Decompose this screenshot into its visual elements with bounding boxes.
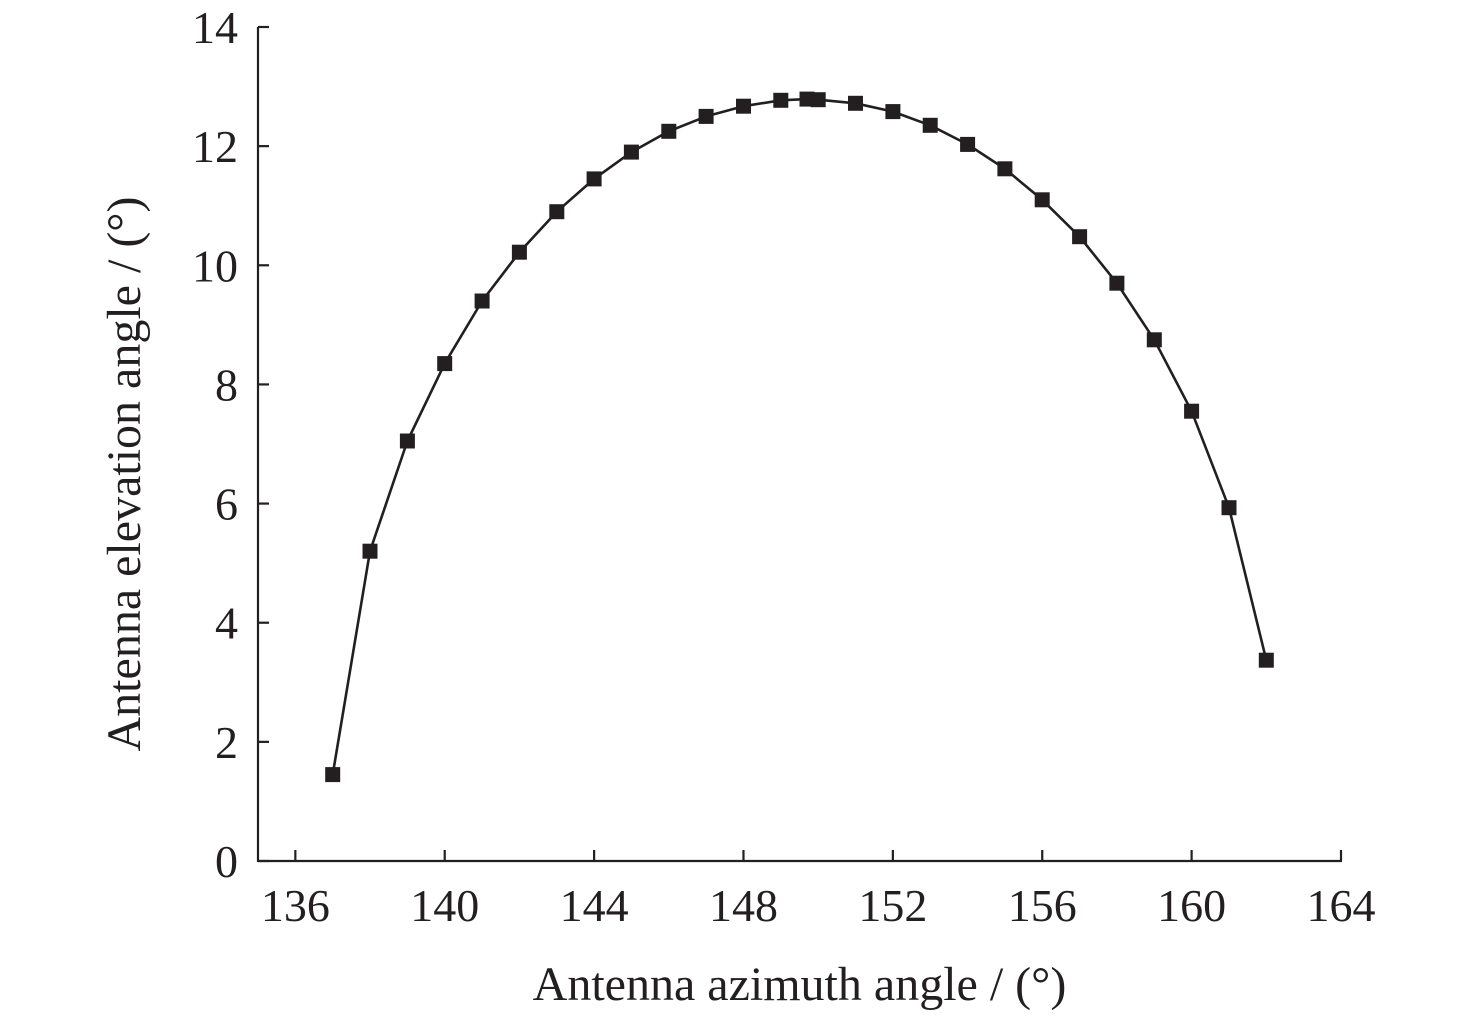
y-tick-label: 2 <box>215 717 238 768</box>
data-point <box>437 356 453 372</box>
data-point <box>960 136 976 152</box>
data-point <box>1034 192 1050 208</box>
data-point <box>1184 403 1200 419</box>
x-tick-label: 156 <box>1008 880 1077 931</box>
x-tick-label: 164 <box>1307 880 1376 931</box>
data-point <box>1258 652 1274 668</box>
data-point <box>661 123 677 139</box>
x-tick-label: 144 <box>560 880 629 931</box>
data-point <box>1221 500 1237 516</box>
x-tick-label: 140 <box>410 880 479 931</box>
data-point <box>549 204 565 220</box>
y-tick-label: 14 <box>192 2 238 53</box>
data-point <box>698 108 714 124</box>
axes: 136 140 144 148 152 156 160 164 0 2 4 6 8 10 12 14 <box>192 2 1376 931</box>
y-tick-label: 8 <box>215 359 238 410</box>
data-point <box>1072 229 1088 245</box>
y-tick-label: 12 <box>192 121 238 172</box>
y-tick-label: 0 <box>215 836 238 887</box>
data-point <box>623 144 639 160</box>
data-point <box>885 104 901 120</box>
data-point <box>474 293 490 309</box>
y-tick-label: 10 <box>192 240 238 291</box>
x-axis-title: Antenna azimuth angle / (°) <box>533 958 1067 1011</box>
y-tick-label: 4 <box>215 598 238 649</box>
x-tick-label: 160 <box>1157 880 1226 931</box>
y-tick-label: 6 <box>215 479 238 530</box>
x-tick-label: 136 <box>261 880 330 931</box>
y-axis-title: Antenna elevation angle / (°) <box>98 197 151 752</box>
series-line <box>331 97 1268 775</box>
data-point <box>922 117 938 133</box>
data-point <box>362 543 378 559</box>
data-point <box>848 95 863 111</box>
data-point <box>399 433 415 449</box>
data-point <box>586 171 602 187</box>
data-point <box>773 92 789 108</box>
data-point <box>511 244 527 260</box>
x-tick-label: 152 <box>858 880 927 931</box>
data-point <box>1109 275 1125 291</box>
x-tick-label: 148 <box>709 880 778 931</box>
data-point <box>325 767 341 783</box>
data-point <box>810 92 826 108</box>
plot-area <box>325 91 1274 783</box>
data-point <box>1146 332 1162 348</box>
data-point <box>997 161 1013 177</box>
data-point <box>736 98 751 114</box>
